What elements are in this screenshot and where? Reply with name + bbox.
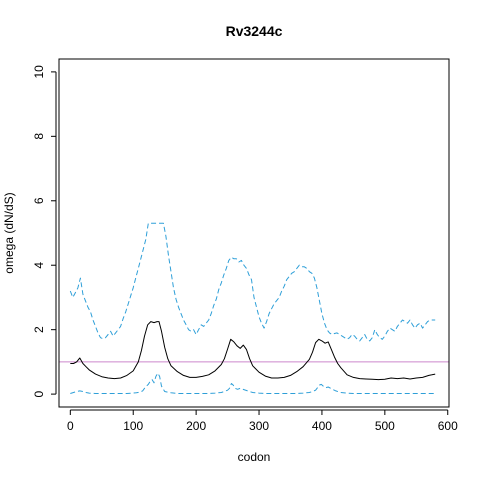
y-axis: 0 2 4 6 8 10 <box>32 65 57 397</box>
y-tick-label: 10 <box>32 65 46 79</box>
chart-title: Rv3244c <box>226 23 283 39</box>
y-tick-label: 2 <box>32 326 46 333</box>
y-axis-label: omega (dN/dS) <box>2 192 16 273</box>
x-tick-label: 500 <box>375 419 395 433</box>
y-tick-label: 6 <box>32 197 46 204</box>
x-tick-label: 400 <box>312 419 332 433</box>
x-tick-label: 100 <box>123 419 143 433</box>
x-tick-label: 300 <box>249 419 269 433</box>
x-tick-label: 0 <box>67 419 74 433</box>
x-tick-label: 600 <box>438 419 458 433</box>
x-tick-label: 200 <box>186 419 206 433</box>
series-line-lower <box>70 372 436 394</box>
y-tick-label: 4 <box>32 262 46 269</box>
series-line-upper <box>69 222 436 342</box>
y-tick-label: 0 <box>32 390 46 397</box>
x-axis-label: codon <box>238 450 271 464</box>
plot-frame <box>58 58 450 408</box>
y-tick-label: 8 <box>32 133 46 140</box>
series-layer <box>69 222 436 394</box>
series-line-mean <box>70 321 436 381</box>
x-axis: 0 100 200 300 400 500 600 <box>67 409 458 433</box>
